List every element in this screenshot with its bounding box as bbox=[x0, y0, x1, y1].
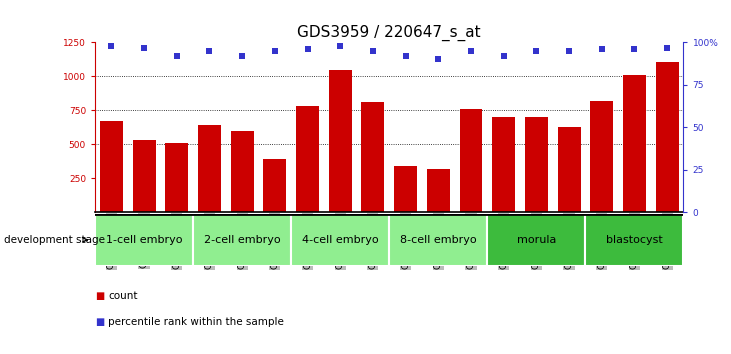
Bar bbox=[394, 166, 417, 212]
Text: 8-cell embryo: 8-cell embryo bbox=[400, 235, 477, 245]
Point bbox=[171, 53, 183, 59]
Bar bbox=[623, 75, 646, 212]
Text: 4-cell embryo: 4-cell embryo bbox=[302, 235, 379, 245]
Point bbox=[204, 48, 216, 54]
Bar bbox=[656, 62, 678, 212]
Bar bbox=[586, 214, 683, 266]
Bar bbox=[361, 102, 385, 212]
Bar bbox=[95, 214, 193, 266]
Bar bbox=[193, 214, 291, 266]
Text: development stage: development stage bbox=[4, 235, 105, 245]
Bar bbox=[492, 117, 515, 212]
Point bbox=[302, 46, 314, 52]
Bar bbox=[525, 117, 548, 212]
Point bbox=[563, 48, 575, 54]
Bar bbox=[558, 127, 580, 212]
Text: morula: morula bbox=[517, 235, 556, 245]
Bar bbox=[591, 101, 613, 212]
Point bbox=[367, 48, 379, 54]
Bar bbox=[291, 214, 389, 266]
Text: 1-cell embryo: 1-cell embryo bbox=[106, 235, 182, 245]
Point bbox=[498, 53, 510, 59]
Bar bbox=[132, 140, 156, 212]
Bar bbox=[231, 131, 254, 212]
Point bbox=[334, 43, 346, 49]
Point bbox=[662, 45, 673, 50]
Point bbox=[236, 53, 248, 59]
Point bbox=[465, 48, 477, 54]
Text: 2-cell embryo: 2-cell embryo bbox=[204, 235, 281, 245]
Text: percentile rank within the sample: percentile rank within the sample bbox=[108, 317, 284, 327]
Point bbox=[138, 45, 150, 50]
Point bbox=[596, 46, 607, 52]
Point bbox=[105, 43, 117, 49]
Bar bbox=[389, 214, 488, 266]
Bar bbox=[296, 106, 319, 212]
Bar bbox=[427, 169, 450, 212]
Text: ■: ■ bbox=[95, 291, 105, 301]
Bar bbox=[198, 125, 221, 212]
Bar bbox=[460, 109, 482, 212]
Point bbox=[269, 48, 281, 54]
Text: ■: ■ bbox=[95, 317, 105, 327]
Point bbox=[433, 57, 444, 62]
Text: count: count bbox=[108, 291, 137, 301]
Text: blastocyst: blastocyst bbox=[606, 235, 663, 245]
Point bbox=[400, 53, 412, 59]
Bar bbox=[329, 70, 352, 212]
Bar bbox=[488, 214, 586, 266]
Bar bbox=[100, 121, 123, 212]
Point bbox=[531, 48, 542, 54]
Bar bbox=[263, 159, 287, 212]
Title: GDS3959 / 220647_s_at: GDS3959 / 220647_s_at bbox=[298, 25, 481, 41]
Bar bbox=[165, 143, 188, 212]
Point bbox=[629, 46, 640, 52]
